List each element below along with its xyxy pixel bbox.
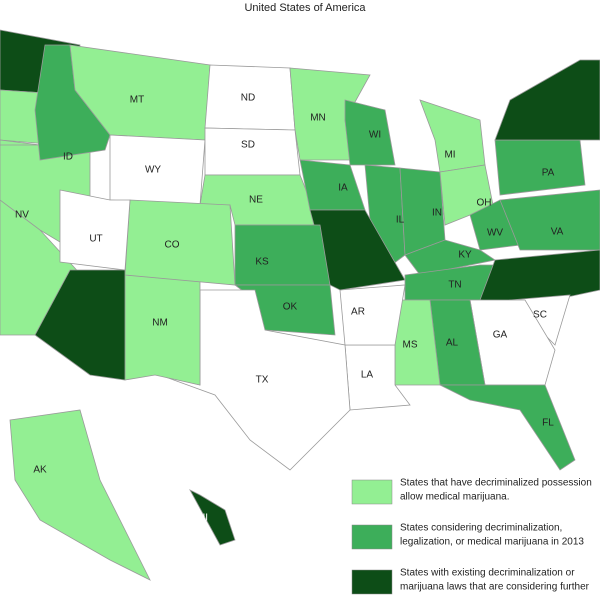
state bbox=[34, 269, 126, 381]
state bbox=[494, 59, 600, 141]
state-label: UT bbox=[89, 234, 102, 245]
state-label: AL bbox=[446, 338, 459, 349]
state-label: NE bbox=[249, 195, 263, 206]
state-label: NV bbox=[15, 210, 29, 221]
legend-text: States with existing decriminalization o… bbox=[400, 568, 575, 579]
state-label: KY bbox=[458, 250, 472, 261]
legend-text: States that have decriminalized possessi… bbox=[400, 478, 592, 489]
state-label: SC bbox=[533, 310, 547, 321]
state-label: LA bbox=[361, 370, 374, 381]
state-label: WI bbox=[369, 130, 381, 141]
state bbox=[494, 139, 586, 196]
state-label: NM bbox=[152, 318, 168, 329]
state-label: FL bbox=[542, 418, 554, 429]
state-label: WV bbox=[487, 228, 503, 239]
state bbox=[124, 199, 236, 286]
state-label: GA bbox=[493, 330, 508, 341]
state-label: SD bbox=[241, 140, 255, 151]
state-label: AK bbox=[33, 465, 47, 476]
legend-swatch bbox=[351, 569, 393, 595]
state bbox=[344, 99, 396, 166]
state-label: TX bbox=[256, 375, 269, 386]
state bbox=[339, 284, 406, 346]
state-label: OH bbox=[477, 198, 492, 209]
state-label: MS bbox=[403, 340, 418, 351]
state-label: KS bbox=[255, 257, 269, 268]
state bbox=[499, 189, 600, 251]
state-label: TN bbox=[448, 280, 461, 291]
state-label: PA bbox=[542, 168, 555, 179]
state-label: OK bbox=[283, 302, 298, 313]
state-label: HI bbox=[198, 513, 208, 524]
state-label: WY bbox=[145, 165, 161, 176]
legend-text: allow medical marijuana. bbox=[400, 492, 510, 503]
legend-text: States considering decriminalization, bbox=[400, 523, 562, 534]
state-label: IA bbox=[338, 183, 348, 194]
state bbox=[59, 189, 131, 271]
state-label: AR bbox=[351, 307, 365, 318]
state bbox=[204, 127, 301, 176]
state bbox=[124, 274, 201, 386]
state bbox=[439, 384, 576, 471]
legend-text: marijuana laws that are considering furt… bbox=[400, 582, 590, 593]
state-label: ND bbox=[241, 93, 255, 104]
state-label: VA bbox=[551, 227, 564, 238]
state bbox=[234, 224, 331, 286]
state-label: MN bbox=[310, 113, 326, 124]
state-label: MI bbox=[444, 150, 455, 161]
map-title: United States of America bbox=[244, 2, 366, 14]
state bbox=[9, 409, 151, 581]
state-label: CO bbox=[165, 240, 180, 251]
legend-swatch bbox=[351, 524, 393, 550]
legend-text: legalization, or medical marijuana in 20… bbox=[400, 537, 584, 548]
state bbox=[479, 249, 600, 306]
state bbox=[189, 489, 236, 546]
state bbox=[419, 99, 486, 173]
legend-swatch bbox=[351, 479, 393, 505]
state-label: IN bbox=[432, 208, 442, 219]
state-label: MT bbox=[130, 95, 144, 106]
state bbox=[299, 159, 366, 211]
state-label: ID bbox=[63, 152, 73, 163]
state-label: IL bbox=[396, 215, 405, 226]
state bbox=[404, 239, 497, 276]
